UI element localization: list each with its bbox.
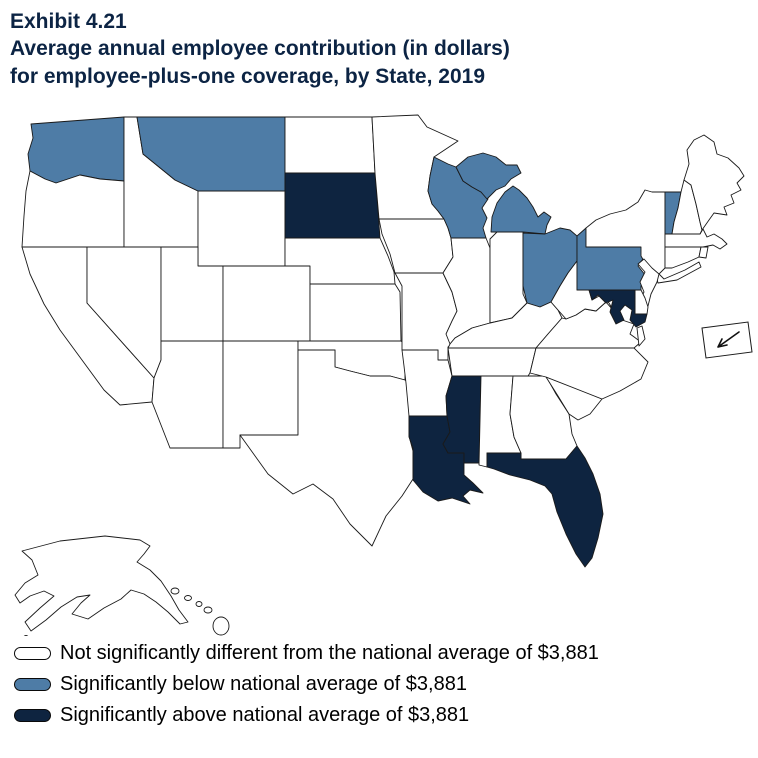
legend-label-not-different: Not significantly different from the nat… <box>60 641 599 664</box>
state-SD <box>284 172 381 239</box>
legend-item-above: Significantly above national average of … <box>14 704 758 727</box>
exhibit-header: Exhibit 4.21 Average annual employee con… <box>0 0 758 90</box>
dc-inset-callout <box>701 321 753 359</box>
state-ME <box>683 134 745 231</box>
legend-label-above: Significantly above national average of … <box>60 703 470 726</box>
exhibit-title-line2: for employee-plus-one coverage, by State… <box>10 64 486 88</box>
state-MO <box>394 272 458 361</box>
state-KS <box>309 283 402 342</box>
state-TX <box>239 349 414 547</box>
state-MI-lower-peninsula <box>490 185 552 235</box>
state-AZ <box>151 340 224 449</box>
legend-item-not-different: Not significantly different from the nat… <box>14 642 758 665</box>
state-AR <box>401 349 453 417</box>
exhibit-title-line1: Average annual employee contribution (in… <box>10 37 510 61</box>
state-NM <box>222 340 299 449</box>
legend: Not significantly different from the nat… <box>0 636 758 727</box>
state-WA <box>27 116 125 184</box>
legend-label-below: Significantly below national average of … <box>60 672 467 695</box>
state-AK <box>14 535 189 636</box>
hawaii-island-icon <box>170 587 180 595</box>
exhibit-number: Exhibit 4.21 <box>10 10 127 33</box>
legend-swatch-above <box>14 708 51 722</box>
legend-swatch-not-different <box>14 646 51 660</box>
us-map-svg <box>14 114 753 636</box>
dc-arrow-icon <box>717 331 740 348</box>
hawaii-island-icon <box>184 594 192 601</box>
hawaii-island-icon <box>203 606 213 614</box>
state-VA-eastern-shore <box>636 325 646 347</box>
state-MD <box>588 289 648 328</box>
hawaii-island-icon <box>195 600 203 607</box>
state-ND <box>284 116 376 174</box>
aleutian-island-icon <box>23 634 29 636</box>
state-HI <box>170 587 230 636</box>
legend-item-below: Significantly below national average of … <box>14 673 758 696</box>
state-CO <box>222 265 311 342</box>
state-MI-upper-peninsula <box>455 152 522 200</box>
state-RI <box>698 246 709 259</box>
us-choropleth-map <box>0 96 758 636</box>
state-WY <box>197 190 286 267</box>
state-FL <box>486 445 604 568</box>
hawaii-island-icon <box>212 616 230 636</box>
state-MS <box>442 375 482 464</box>
state-OR <box>21 170 125 248</box>
state-TN <box>447 347 537 377</box>
legend-swatch-below <box>14 677 51 691</box>
